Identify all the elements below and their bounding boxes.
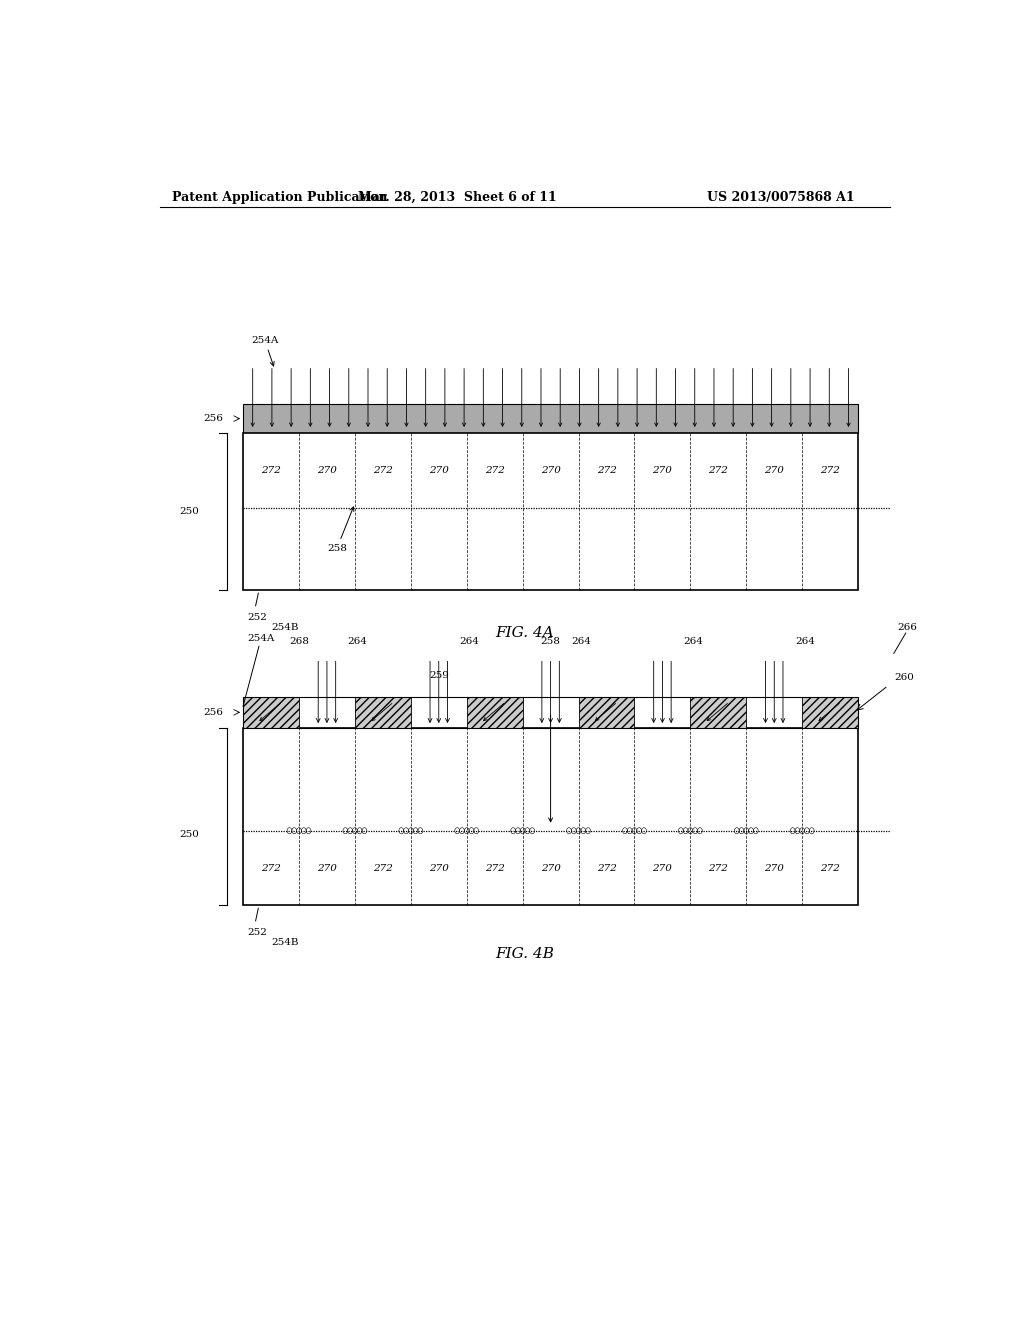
Text: 272: 272: [373, 863, 393, 873]
Text: 272: 272: [820, 466, 840, 475]
Text: 272: 272: [373, 466, 393, 475]
Bar: [243, 697, 858, 727]
Text: 272: 272: [484, 863, 505, 873]
Text: 272: 272: [820, 863, 840, 873]
Text: 264: 264: [795, 638, 815, 647]
Text: 264: 264: [683, 638, 703, 647]
Text: 272: 272: [709, 466, 728, 475]
Bar: [467, 697, 522, 727]
Text: 258: 258: [541, 638, 560, 647]
Text: 254A: 254A: [247, 634, 274, 643]
Text: 270: 270: [429, 466, 449, 475]
Bar: [690, 697, 746, 727]
Bar: [802, 697, 858, 727]
Text: 256: 256: [204, 414, 223, 424]
Bar: [579, 697, 635, 727]
Text: 254B: 254B: [270, 939, 298, 946]
Text: 260: 260: [894, 673, 913, 682]
Text: FIG. 4B: FIG. 4B: [496, 948, 554, 961]
Text: 272: 272: [261, 863, 281, 873]
Text: 270: 270: [652, 466, 673, 475]
Text: US 2013/0075868 A1: US 2013/0075868 A1: [708, 190, 855, 203]
Text: 254B: 254B: [270, 623, 298, 632]
Bar: [243, 697, 299, 727]
Text: 272: 272: [597, 466, 616, 475]
Text: 250: 250: [179, 830, 200, 838]
Bar: [243, 433, 858, 590]
Text: Mar. 28, 2013  Sheet 6 of 11: Mar. 28, 2013 Sheet 6 of 11: [358, 190, 557, 203]
Text: 270: 270: [764, 863, 784, 873]
Text: 272: 272: [261, 466, 281, 475]
Text: 252: 252: [247, 928, 267, 937]
Text: 270: 270: [317, 466, 337, 475]
Text: 270: 270: [652, 863, 673, 873]
Text: 264: 264: [348, 638, 368, 647]
Text: 259: 259: [429, 672, 449, 680]
Text: 272: 272: [597, 863, 616, 873]
Text: 272: 272: [484, 466, 505, 475]
Text: FIG. 4A: FIG. 4A: [496, 626, 554, 640]
Text: 270: 270: [541, 466, 560, 475]
Text: 264: 264: [571, 638, 591, 647]
Text: Patent Application Publication: Patent Application Publication: [172, 190, 387, 203]
Text: 270: 270: [429, 863, 449, 873]
Text: 270: 270: [541, 863, 560, 873]
Text: 268: 268: [289, 638, 309, 647]
Text: 250: 250: [179, 507, 200, 516]
Bar: [243, 404, 858, 433]
Text: 272: 272: [709, 863, 728, 873]
Text: 266: 266: [898, 623, 918, 632]
Bar: [355, 697, 411, 727]
Bar: [243, 727, 858, 906]
Text: 258: 258: [327, 507, 354, 553]
Text: 252: 252: [247, 612, 267, 622]
Text: 256: 256: [204, 708, 223, 717]
Text: 254A: 254A: [251, 335, 279, 366]
Text: 264: 264: [460, 638, 479, 647]
Text: 270: 270: [764, 466, 784, 475]
Text: 270: 270: [317, 863, 337, 873]
